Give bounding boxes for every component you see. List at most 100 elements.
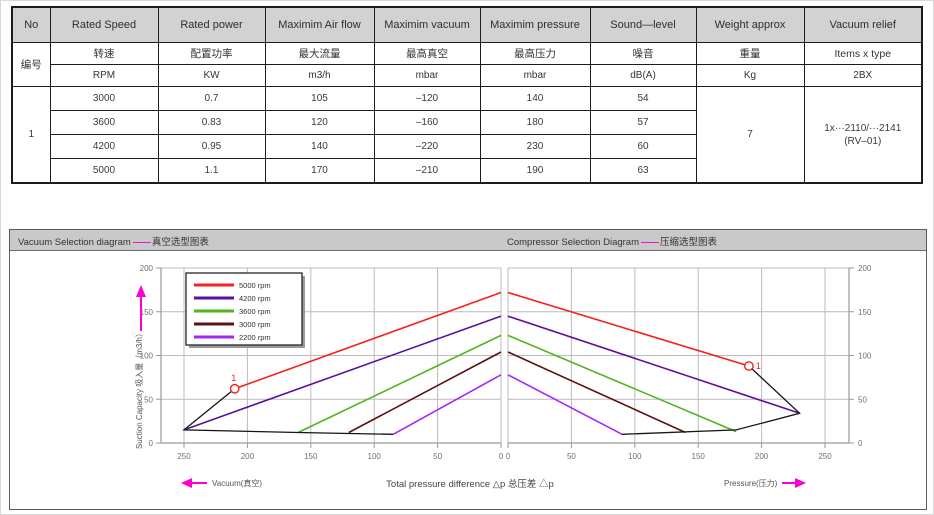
- table-cell-airflow: 170: [264, 158, 375, 184]
- table-cell-power: 0.83: [157, 110, 266, 135]
- svg-text:0: 0: [506, 452, 511, 461]
- table-cell-speed: 3600: [49, 110, 159, 135]
- svg-text:Suction Capacity 吸入量（m3/h）: Suction Capacity 吸入量（m3/h）: [135, 329, 144, 449]
- row-no-cell: 1: [11, 86, 51, 184]
- table-cell-pressure: 190: [479, 158, 591, 184]
- table-cell-power: 0.95: [157, 134, 266, 159]
- spec-table: No Rated Speed Rated power Maximim Air f…: [11, 6, 923, 184]
- svg-text:3000 rpm: 3000 rpm: [239, 320, 271, 329]
- table-header-row: No Rated Speed Rated power Maximim Air f…: [11, 6, 923, 43]
- relief-cell: 1x···2110/···2141 (RV–01): [803, 86, 923, 184]
- table-cell-sound: 54: [589, 86, 697, 111]
- compressor-title-en: Compressor Selection Diagram: [507, 237, 639, 248]
- svg-text:0: 0: [858, 439, 863, 448]
- unit-rpm: RPM: [49, 64, 159, 87]
- table-cell-power: 1.1: [157, 158, 266, 184]
- table-cell-airflow: 140: [264, 134, 375, 159]
- svg-text:1: 1: [756, 361, 761, 371]
- chart-point-markers: 11: [229, 361, 761, 394]
- subheader-airflow: 最大流量: [264, 42, 375, 65]
- svg-text:4200 rpm: 4200 rpm: [239, 294, 271, 303]
- col-header-no: No: [11, 6, 51, 43]
- series-3000-rpm: [348, 351, 686, 434]
- col-header-rated-speed: Rated Speed: [49, 6, 159, 43]
- table-row: 1 3000 0.7 105 –120 140 54 7 1x···2110/···2141 (R…: [11, 86, 923, 184]
- svg-text:50: 50: [144, 395, 153, 404]
- table-subheader-row: 编号 转速 配置功率 最大流量 最高真空 最高压力 噪音 重量 Items x …: [11, 42, 923, 87]
- svg-text:250: 250: [818, 452, 832, 461]
- unit-mbar-vac: mbar: [373, 64, 481, 87]
- unit-mbar-press: mbar: [479, 64, 591, 87]
- compressor-title-dash: ——: [641, 237, 659, 248]
- svg-text:150: 150: [304, 452, 318, 461]
- table-cell-speed: 3000: [49, 86, 159, 111]
- svg-text:150: 150: [858, 308, 872, 317]
- svg-text:0: 0: [149, 439, 154, 448]
- svg-text:Total pressure difference △p 总: Total pressure difference △p 总压差 △p: [386, 478, 554, 490]
- table-cell-pressure: 140: [479, 86, 591, 111]
- svg-text:3600 rpm: 3600 rpm: [239, 307, 271, 316]
- svg-text:200: 200: [755, 452, 769, 461]
- svg-text:5000 rpm: 5000 rpm: [239, 281, 271, 290]
- subheader-speed: 转速: [49, 42, 159, 65]
- table-cell-vacuum: –210: [373, 158, 481, 184]
- svg-text:Vacuum(真空): Vacuum(真空): [212, 478, 262, 488]
- chart-envelope: [182, 365, 801, 435]
- svg-text:100: 100: [858, 352, 872, 361]
- svg-text:100: 100: [368, 452, 382, 461]
- vacuum-diagram-title: Vacuum Selection diagram —— 真空选型图表: [18, 234, 209, 248]
- unit-kw: KW: [157, 64, 266, 87]
- selection-diagram-panel: Vacuum Selection diagram —— 真空选型图表 Compres…: [9, 229, 927, 510]
- series-2200-rpm: [392, 374, 623, 436]
- subheader-no: 编号: [11, 42, 51, 87]
- chart-body: 200 200 150 150 100 100 50 50 0 0 250 200 150 100 50 0 0…: [10, 251, 926, 509]
- weight-cell: 7: [695, 86, 805, 184]
- series-3600-rpm: [297, 334, 737, 434]
- svg-text:150: 150: [140, 308, 154, 317]
- series-5000-rpm: [234, 291, 750, 390]
- chart-legend: 5000 rpm 4200 rpm 3600 rpm 3000 rpm 2200 rpm: [185, 272, 305, 348]
- table-row: 5000 1.1 170 –210 190 63: [12, 158, 922, 184]
- vacuum-title-dash: ——: [132, 237, 151, 248]
- svg-text:100: 100: [628, 452, 642, 461]
- y-axis-title: Suction Capacity 吸入量（m3/h）: [135, 285, 146, 449]
- table-cell-pressure: 180: [479, 110, 591, 135]
- relief-line1: 1x···2110/···2141: [824, 122, 902, 134]
- chart-titlebar: Vacuum Selection diagram —— 真空选型图表 Compres…: [10, 230, 926, 251]
- table-data-rows: 1 3000 0.7 105 –120 140 54 7 1x···2110/···2141 (R…: [11, 86, 923, 184]
- compressor-title-zh: 压缩选型图表: [660, 237, 718, 248]
- unit-m3h: m3/h: [264, 64, 375, 87]
- table-row: 3600 0.83 120 –160 180 57: [12, 110, 922, 135]
- subheader-power: 配置功率: [157, 42, 266, 65]
- svg-text:150: 150: [692, 452, 706, 461]
- table-cell-pressure: 230: [479, 134, 591, 159]
- table-row: 4200 0.95 140 –220 230 60: [12, 134, 922, 159]
- col-header-max-vacuum: Maximim vacuum: [373, 6, 481, 43]
- table-cell-vacuum: –160: [373, 110, 481, 135]
- table-cell-sound: 63: [589, 158, 697, 184]
- svg-text:100: 100: [140, 352, 154, 361]
- table-cell-airflow: 120: [264, 110, 375, 135]
- svg-text:200: 200: [140, 264, 154, 273]
- svg-text:200: 200: [241, 452, 255, 461]
- table-cell-vacuum: –120: [373, 86, 481, 111]
- svg-text:Pressure(压力): Pressure(压力): [724, 478, 778, 488]
- vacuum-title-en: Vacuum Selection diagram: [18, 237, 131, 248]
- table-unit-row: RPM KW m3/h mbar mbar dB(A) Kg 2BX: [12, 64, 923, 87]
- series-4200-rpm: [183, 315, 800, 431]
- svg-text:0: 0: [499, 452, 504, 461]
- svg-text:1: 1: [231, 373, 236, 383]
- table-cell-sound: 60: [589, 134, 697, 159]
- table-cell-speed: 5000: [49, 158, 159, 184]
- unit-2bx: 2BX: [803, 64, 923, 87]
- col-header-max-airflow: Maximim Air flow: [264, 6, 375, 43]
- col-header-rated-power: Rated power: [157, 6, 266, 43]
- col-header-weight: Weight approx: [695, 6, 805, 43]
- x-axis-captions: Vacuum(真空) Total pressure difference △p 总…: [181, 478, 806, 490]
- vacuum-title-zh: 真空选型图表: [151, 237, 209, 248]
- compressor-diagram-title: Compressor Selection Diagram —— 压缩选型图表: [507, 234, 717, 248]
- subheader-sound: 噪音: [589, 42, 697, 65]
- svg-text:50: 50: [858, 395, 867, 404]
